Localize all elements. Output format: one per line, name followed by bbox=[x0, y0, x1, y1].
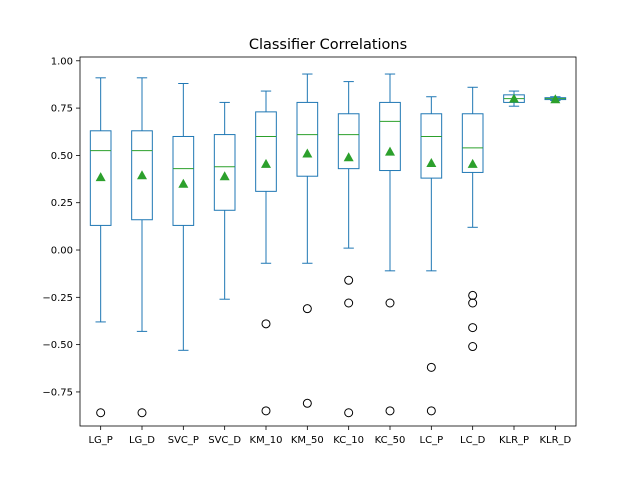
box bbox=[420, 113, 443, 179]
y-tick-label: 1.00 bbox=[51, 56, 73, 67]
outlier-point bbox=[468, 323, 478, 333]
box bbox=[172, 135, 195, 226]
outlier-point bbox=[261, 319, 271, 329]
x-tick-label: KLR_D bbox=[539, 435, 571, 446]
outlier-point bbox=[137, 408, 147, 418]
outlier-point bbox=[96, 408, 106, 418]
box bbox=[379, 101, 401, 172]
box bbox=[255, 111, 277, 192]
y-tick-label: −0.25 bbox=[42, 293, 73, 304]
mean-marker bbox=[343, 152, 354, 162]
plot-layer: 1.00 0.75 0.50 0.25 0.00 −0.25 −0.50 −0.75 LG_P L… bbox=[42, 56, 571, 446]
x-tick-label: LG_P bbox=[88, 435, 112, 446]
box bbox=[461, 113, 484, 173]
outlier-point bbox=[344, 408, 354, 418]
box bbox=[89, 130, 112, 226]
outlier-point bbox=[468, 298, 478, 308]
outlier-point bbox=[302, 304, 312, 314]
y-tick-label: 0.25 bbox=[51, 198, 73, 209]
y-tick-label: 0.75 bbox=[51, 104, 73, 115]
mean-marker bbox=[467, 158, 478, 168]
box bbox=[131, 130, 153, 221]
y-tick-label: 0.50 bbox=[51, 151, 73, 162]
mean-marker bbox=[137, 170, 147, 180]
outlier-point bbox=[385, 298, 395, 308]
y-tick-label: −0.50 bbox=[42, 340, 73, 351]
outlier-point bbox=[385, 406, 395, 416]
mean-marker bbox=[219, 171, 230, 181]
y-tick-label: −0.75 bbox=[42, 387, 73, 398]
mean-marker bbox=[509, 93, 519, 103]
mean-marker bbox=[95, 172, 106, 182]
outlier-point bbox=[344, 298, 354, 308]
x-tick-label: KM_50 bbox=[291, 435, 324, 446]
box bbox=[337, 113, 360, 170]
mean-marker bbox=[426, 157, 437, 167]
x-tick-label: SVC_P bbox=[168, 435, 199, 446]
outlier-point bbox=[468, 342, 478, 352]
plot-frame bbox=[79, 56, 577, 427]
x-tick-label: LC_D bbox=[460, 435, 486, 446]
box bbox=[213, 134, 236, 211]
x-tick-label: KM_10 bbox=[250, 435, 283, 446]
outlier-point bbox=[344, 275, 354, 285]
x-tick-label: KC_10 bbox=[333, 435, 364, 446]
mean-marker bbox=[178, 178, 189, 188]
outlier-point bbox=[426, 406, 436, 416]
mean-marker bbox=[550, 94, 561, 104]
chart-title: Classifier Correlations bbox=[249, 37, 407, 53]
x-tick-label: LG_D bbox=[129, 435, 155, 446]
mean-marker bbox=[302, 148, 313, 158]
outlier-point bbox=[426, 362, 436, 372]
y-tick-label: 0.00 bbox=[51, 246, 73, 257]
x-tick-label: SVC_D bbox=[208, 435, 241, 446]
outlier-point bbox=[261, 406, 271, 416]
x-tick-label: LC_P bbox=[420, 435, 444, 446]
x-tick-label: KC_50 bbox=[375, 435, 406, 446]
x-tick-label: KLR_P bbox=[499, 435, 529, 446]
outlier-point bbox=[302, 398, 312, 408]
box bbox=[296, 101, 319, 177]
mean-marker bbox=[261, 158, 271, 168]
mean-marker bbox=[385, 146, 395, 156]
